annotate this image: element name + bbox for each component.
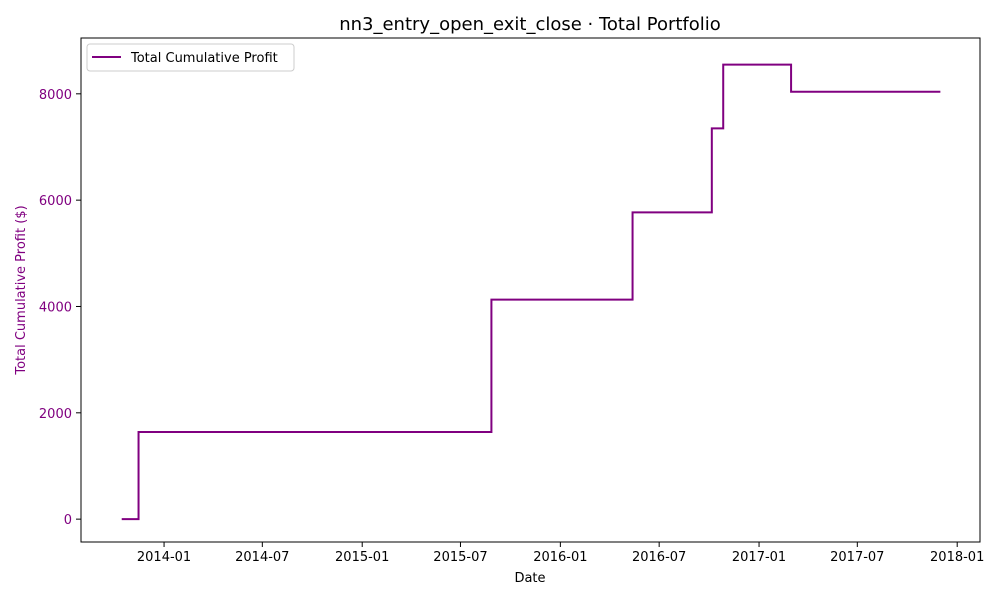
x-tick-label: 2014-01 (137, 550, 191, 565)
x-tick-label: 2016-01 (533, 550, 587, 565)
chart-title: nn3_entry_open_exit_close · Total Portfo… (339, 14, 721, 35)
x-tick-label: 2014-07 (235, 550, 289, 565)
y-axis-label: Total Cumulative Profit ($) (14, 205, 29, 375)
x-axis-label: Date (514, 571, 545, 586)
series-line (121, 63, 941, 521)
y-tick-label: 2000 (39, 407, 72, 422)
y-tick-label: 8000 (39, 88, 72, 103)
plot-area (121, 63, 941, 521)
legend-label: Total Cumulative Profit (130, 51, 278, 66)
x-tick-label: 2015-01 (335, 550, 389, 565)
legend-box (86, 43, 295, 72)
plot-frame (80, 37, 981, 543)
x-tick-label: 2017-07 (830, 550, 884, 565)
y-axis: 0 2000 4000 6000 8000 (39, 88, 81, 528)
y-tick-label: 4000 (39, 300, 72, 315)
x-tick-label: 2018-01 (930, 550, 984, 565)
x-tick-label: 2015-07 (433, 550, 487, 565)
legend: Total Cumulative Profit (86, 43, 295, 72)
x-tick-label: 2017-01 (732, 550, 786, 565)
y-tick-label: 6000 (39, 194, 72, 209)
x-axis: 2014-01 2014-07 2015-01 2015-07 2016-01 2016-… (137, 542, 984, 565)
y-tick-label: 0 (64, 513, 72, 528)
x-tick-label: 2016-07 (632, 550, 686, 565)
